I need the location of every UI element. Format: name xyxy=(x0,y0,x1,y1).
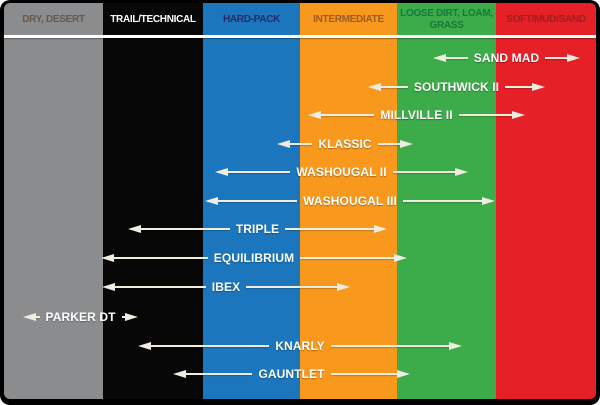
tire-row-triple: TRIPLE xyxy=(128,220,387,238)
terrain-column-header-trail-technical: TRAIL/TECHNICAL xyxy=(110,13,196,25)
tire-name-label: GAUNTLET xyxy=(258,367,325,381)
arrow-right-icon xyxy=(400,140,413,148)
arrow-left-icon xyxy=(368,83,381,91)
arrow-right-icon xyxy=(455,168,469,176)
arrow-left-icon xyxy=(101,254,114,262)
tire-name-label: EQUILIBRIUM xyxy=(213,251,295,265)
arrow-left-icon xyxy=(128,225,141,233)
tire-row-sand-mad: SAND MAD xyxy=(433,49,580,67)
tire-name-label: MILLVILLE II xyxy=(380,108,453,122)
terrain-column-header-hard-pack: HARD-PACK xyxy=(222,13,281,25)
arrow-left-icon xyxy=(205,197,218,205)
arrow-line xyxy=(505,86,533,88)
arrow-right-icon xyxy=(374,225,387,233)
arrow-line xyxy=(141,228,230,230)
arrow-right-icon xyxy=(449,342,462,350)
terrain-column-trail-technical: TRAIL/TECHNICAL xyxy=(103,3,203,399)
arrow-right-icon xyxy=(394,254,407,262)
tire-name-label: PARKER DT xyxy=(45,310,116,324)
arrow-right-icon xyxy=(482,197,495,205)
arrow-line xyxy=(392,171,456,173)
tire-row-knarly: KNARLY xyxy=(138,337,462,355)
tire-row-washougal-iii: WASHOUGAL III xyxy=(205,192,495,210)
arrow-line xyxy=(115,286,206,288)
arrow-left-icon xyxy=(173,370,186,378)
tire-name-label: IBEX xyxy=(211,280,241,294)
tire-name-label: TRIPLE xyxy=(235,222,280,236)
tire-row-gauntlet: GAUNTLET xyxy=(173,365,411,383)
arrow-line xyxy=(285,228,374,230)
tire-name-label: SOUTHWICK II xyxy=(413,80,500,94)
arrow-line xyxy=(36,316,40,318)
arrow-line xyxy=(186,373,253,375)
tire-rows: SAND MAD SOUTHWICK II MILLVILLE II KLASSIC W… xyxy=(4,3,596,399)
tire-name-label: SAND MAD xyxy=(473,51,540,65)
tire-name-label: WASHOUGAL II xyxy=(296,165,387,179)
arrow-left-icon xyxy=(277,140,290,148)
terrain-column-intermediate: INTERMEDIATE xyxy=(300,3,397,399)
arrow-right-icon xyxy=(397,370,411,378)
terrain-column-header-dry-desert: DRY, DESERT xyxy=(22,13,85,25)
arrow-left-icon xyxy=(308,111,321,119)
arrow-line xyxy=(290,143,313,145)
tire-row-klassic: KLASSIC xyxy=(277,135,413,153)
arrow-right-icon xyxy=(125,313,139,321)
arrow-left-icon xyxy=(215,168,228,176)
arrow-line xyxy=(377,143,400,145)
tire-row-millville-ii: MILLVILLE II xyxy=(308,106,525,124)
tire-row-equilibrium: EQUILIBRIUM xyxy=(101,249,407,267)
arrow-line xyxy=(458,114,512,116)
arrow-right-icon xyxy=(567,54,580,62)
arrow-line xyxy=(114,257,208,259)
tire-row-southwick-ii: SOUTHWICK II xyxy=(368,78,546,96)
arrow-right-icon xyxy=(532,83,546,91)
arrow-line xyxy=(321,114,375,116)
arrow-line xyxy=(151,345,270,347)
arrow-left-icon xyxy=(102,283,115,291)
tire-name-label: WASHOUGAL III xyxy=(303,194,397,208)
arrow-line xyxy=(330,345,449,347)
terrain-column-dry-desert: DRY, DESERT xyxy=(4,3,103,399)
arrow-line xyxy=(402,200,482,202)
arrow-line xyxy=(300,257,394,259)
chart-area: DRY, DESERT TRAIL/TECHNICAL HARD-PACK INTER… xyxy=(4,3,596,399)
arrow-left-icon xyxy=(138,342,151,350)
arrow-right-icon xyxy=(512,111,525,119)
arrow-line xyxy=(330,373,398,375)
arrow-right-icon xyxy=(337,283,351,291)
arrow-line xyxy=(446,57,468,59)
header-divider-line xyxy=(4,35,596,38)
arrow-line xyxy=(545,57,567,59)
terrain-column-soft-mud-sand: SOFT/MUD/SAND xyxy=(496,3,596,399)
tire-row-ibex: IBEX xyxy=(102,278,351,296)
tire-row-washougal-ii: WASHOUGAL II xyxy=(215,163,469,181)
tire-name-label: KLASSIC xyxy=(318,137,372,151)
arrow-line xyxy=(218,200,298,202)
terrain-column-header-soft-mud-sand: SOFT/MUD/SAND xyxy=(506,13,586,25)
terrain-column-header-loose-dirt-loam-grass: LOOSE DIRT, LOAM, GRASS xyxy=(400,8,493,31)
arrow-line xyxy=(121,316,126,318)
arrow-line xyxy=(246,286,338,288)
arrow-line xyxy=(381,86,408,88)
tire-row-parker-dt: PARKER DT xyxy=(23,308,139,326)
terrain-column-header-intermediate: INTERMEDIATE xyxy=(313,13,384,25)
arrow-line xyxy=(228,171,291,173)
tire-name-label: KNARLY xyxy=(275,339,325,353)
arrow-left-icon xyxy=(23,313,36,321)
arrow-left-icon xyxy=(433,54,446,62)
